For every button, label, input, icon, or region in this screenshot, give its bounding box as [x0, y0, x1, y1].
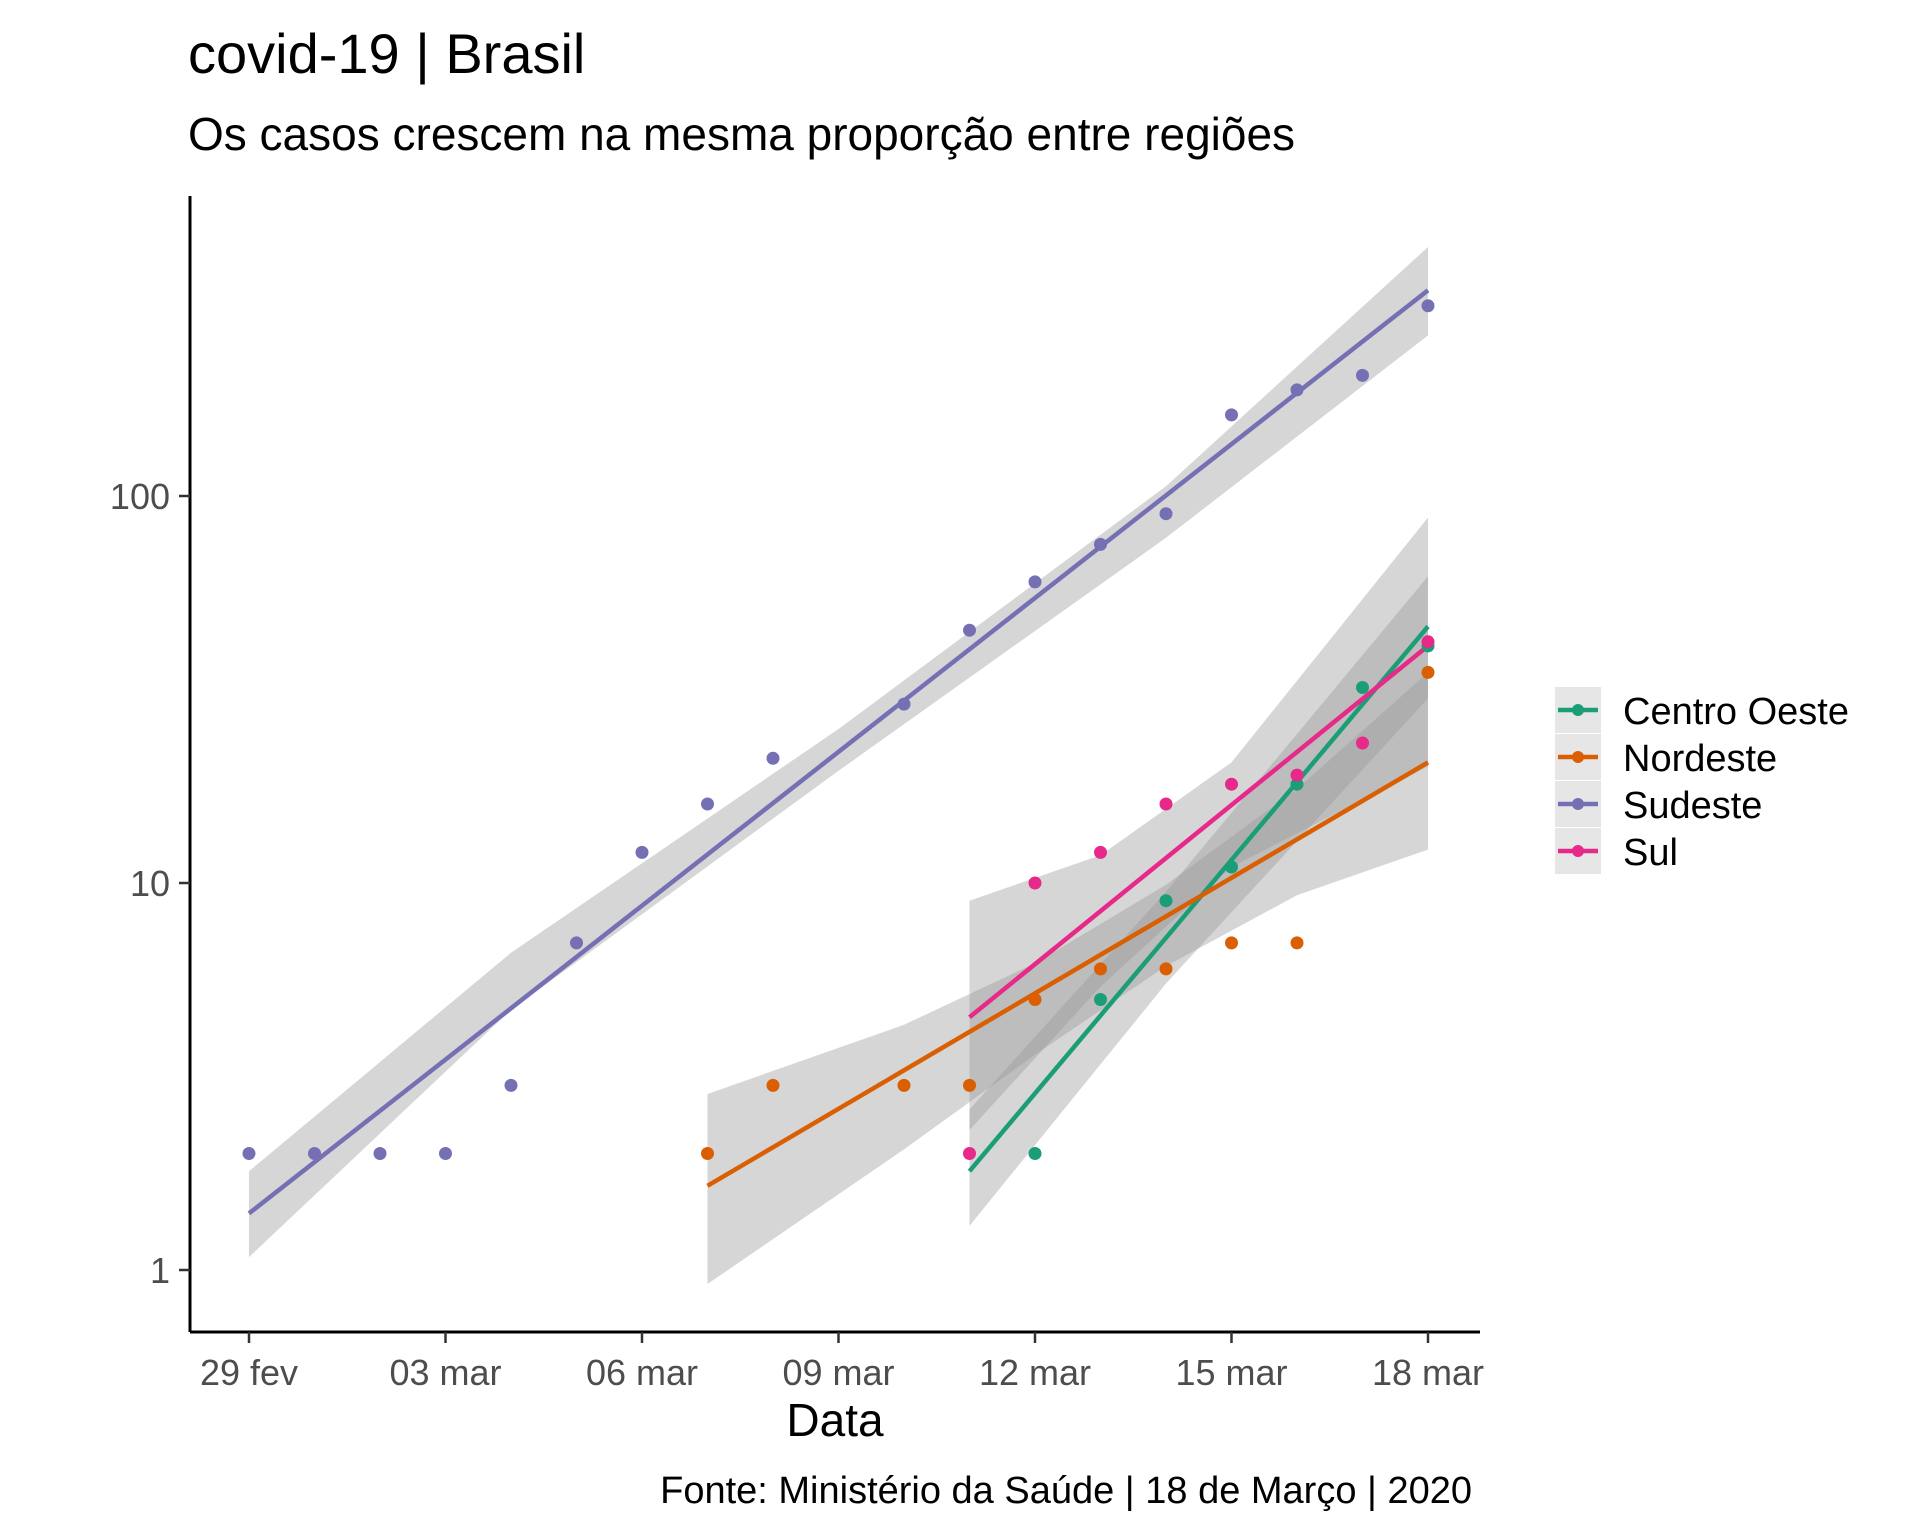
- point-nordeste-5: [1094, 962, 1107, 976]
- point-sudeste-3: [439, 1147, 452, 1160]
- point-sul-5: [1290, 768, 1304, 782]
- point-sudeste-4: [504, 1078, 518, 1092]
- chart-caption: Fonte: Ministério da Saúde | 18 de Março…: [660, 1470, 1472, 1512]
- point-sul-4: [1225, 777, 1238, 791]
- point-centro-oeste-1: [1094, 993, 1107, 1006]
- point-centro-oeste-2: [1159, 894, 1173, 908]
- legend-label-sul: Sul: [1623, 832, 1678, 874]
- confidence-bands: [249, 247, 1428, 1284]
- legend-key-point-nordeste: [1572, 751, 1584, 763]
- legend-key-point-sudeste: [1572, 798, 1584, 810]
- legend-label-nordeste: Nordeste: [1623, 738, 1777, 780]
- point-nordeste-3: [963, 1078, 976, 1092]
- point-sudeste-7: [701, 797, 714, 811]
- data-points: [242, 299, 1435, 1160]
- x-tick-label-2: 06 mar: [586, 1352, 698, 1393]
- point-centro-oeste-3: [1225, 860, 1238, 874]
- point-nordeste-2: [897, 1078, 911, 1092]
- x-tick-label-5: 15 mar: [1175, 1352, 1287, 1393]
- chart-subtitle: Os casos crescem na mesma proporção entr…: [188, 108, 1296, 160]
- point-centro-oeste-4: [1290, 777, 1304, 791]
- x-tick-label-1: 03 mar: [389, 1352, 501, 1393]
- legend-label-sudeste: Sudeste: [1623, 785, 1762, 827]
- point-sudeste-13: [1159, 507, 1173, 521]
- axes: 1 10 100 29 fev 03 mar 06 mar 09 mar 12 mar 15 m…: [110, 196, 1484, 1393]
- fit-line-sul: [968, 644, 1430, 1019]
- x-axis-title: Data: [786, 1394, 884, 1446]
- point-sudeste-17: [1421, 299, 1435, 313]
- point-centro-oeste-5: [1356, 681, 1369, 694]
- x-tick-label-6: 18 mar: [1372, 1352, 1484, 1393]
- point-nordeste-6: [1159, 962, 1173, 976]
- point-nordeste-7: [1225, 936, 1238, 950]
- point-sul-1: [1028, 876, 1042, 890]
- confidence-band-nordeste: [707, 672, 1428, 1284]
- point-sudeste-11: [1028, 575, 1042, 589]
- fit-lines: [247, 288, 1430, 1216]
- legend-key-point-sul: [1572, 845, 1584, 857]
- point-centro-oeste-0: [1028, 1147, 1042, 1160]
- point-nordeste-4: [1028, 993, 1042, 1006]
- y-tick-label-2: 100: [110, 476, 170, 517]
- point-sudeste-10: [963, 623, 976, 637]
- point-sudeste-6: [635, 845, 649, 859]
- point-nordeste-1: [766, 1078, 780, 1092]
- point-sudeste-9: [897, 697, 911, 711]
- point-nordeste-0: [701, 1147, 714, 1160]
- point-sudeste-14: [1225, 408, 1238, 422]
- point-sudeste-0: [242, 1147, 256, 1160]
- point-sul-2: [1094, 845, 1107, 859]
- legend-key-point-centro-oeste: [1572, 704, 1584, 716]
- point-sudeste-1: [308, 1147, 321, 1160]
- x-tick-label-4: 12 mar: [979, 1352, 1091, 1393]
- point-sudeste-5: [570, 936, 583, 950]
- point-sudeste-12: [1094, 537, 1107, 551]
- confidence-band-sul: [969, 517, 1428, 1130]
- fit-line-sudeste: [247, 288, 1430, 1216]
- point-sudeste-16: [1356, 368, 1369, 382]
- legend: Centro Oeste Nordeste Sudeste Sul: [1555, 687, 1849, 874]
- legend-label-centro-oeste: Centro Oeste: [1623, 691, 1849, 733]
- point-nordeste-8: [1290, 936, 1304, 950]
- chart-title: covid-19 | Brasil: [188, 22, 586, 85]
- point-sul-0: [963, 1147, 976, 1160]
- fit-line-nordeste: [706, 760, 1430, 1188]
- point-sudeste-15: [1290, 383, 1304, 397]
- y-tick-label-1: 10: [130, 863, 170, 904]
- point-sul-7: [1421, 635, 1435, 649]
- y-tick-label-0: 1: [150, 1250, 170, 1291]
- point-sudeste-2: [373, 1147, 387, 1160]
- x-tick-label-3: 09 mar: [782, 1352, 894, 1393]
- point-sudeste-8: [766, 751, 780, 765]
- point-sul-3: [1159, 797, 1173, 811]
- point-sul-6: [1356, 736, 1369, 750]
- x-tick-label-0: 29 fev: [200, 1352, 298, 1393]
- point-nordeste-9: [1421, 665, 1435, 679]
